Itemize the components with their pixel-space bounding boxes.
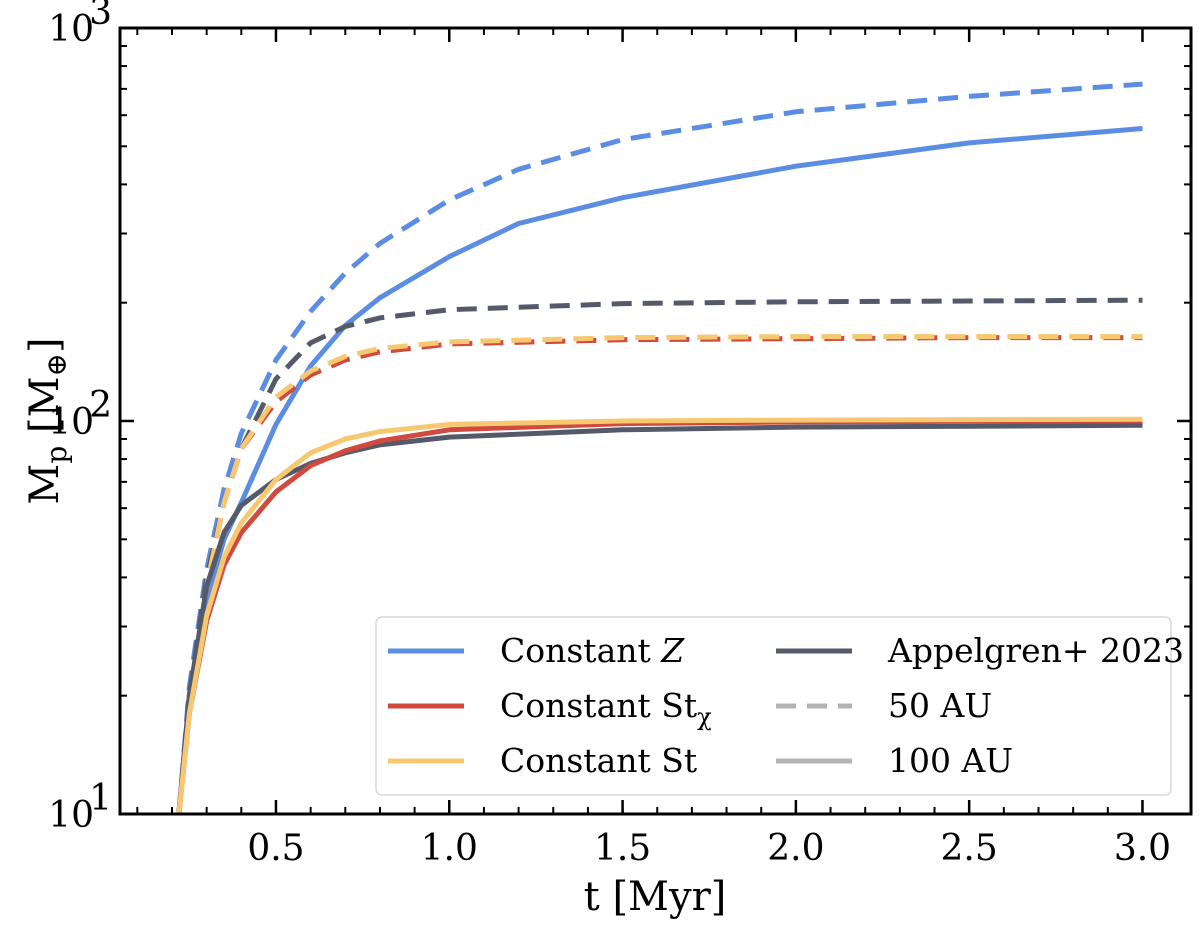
- series-line-4: [176, 334, 1143, 814]
- x-tick-label: 2.5: [941, 828, 998, 869]
- legend-label-1: Constant Stχ: [500, 686, 712, 731]
- legend: Constant Z Constant Stχ Constant St Appelgr…: [375, 616, 1184, 796]
- y-tick-label: 10: [48, 9, 94, 50]
- y-tick-exponent: 2: [89, 385, 112, 426]
- y-tick-label: 10: [48, 402, 94, 443]
- series-layer: [176, 81, 1143, 814]
- y-axis-label: Mp [M⊕]: [22, 337, 73, 504]
- svg-text:Mp [M⊕]: Mp [M⊕]: [22, 337, 73, 504]
- y-tick-exponent: 1: [89, 778, 112, 819]
- legend-label-4: 50 AU: [888, 686, 992, 725]
- x-axis-label: t [Myr]: [584, 874, 727, 920]
- x-tick-label: 0.5: [247, 828, 304, 869]
- legend-label-0: Constant Z: [500, 631, 685, 670]
- legend-label-2: Constant St: [500, 741, 697, 780]
- legend-label-5: 100 AU: [888, 741, 1013, 780]
- x-tick-label: 2.0: [767, 828, 824, 869]
- series-line-7: [176, 416, 1143, 814]
- legend-label-3: Appelgren+ 2023: [887, 631, 1184, 670]
- x-tick-label: 3.0: [1114, 828, 1171, 869]
- y-tick-label: 10: [48, 795, 94, 836]
- plot-frame: [118, 26, 1193, 816]
- legend-box: [375, 616, 1172, 796]
- x-tick-label: 1.0: [421, 828, 478, 869]
- x-tick-label: 1.5: [594, 828, 651, 869]
- y-tick-exponent: 3: [89, 0, 112, 33]
- series-line-0: [176, 81, 1143, 814]
